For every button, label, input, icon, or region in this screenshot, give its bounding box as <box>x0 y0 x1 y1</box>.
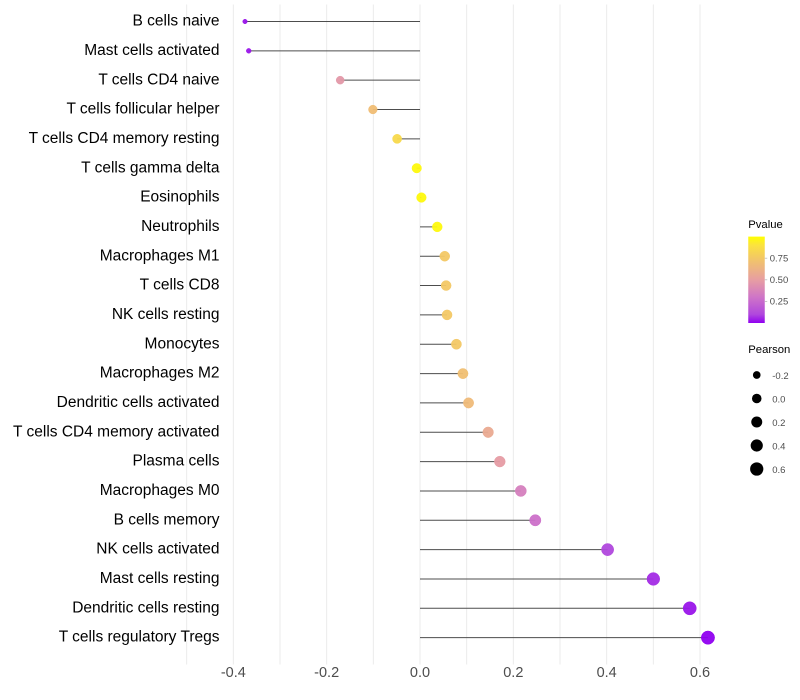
svg-text:T cells CD4 memory resting: T cells CD4 memory resting <box>29 130 220 147</box>
svg-text:0.2: 0.2 <box>772 418 785 429</box>
svg-text:0.4: 0.4 <box>772 442 785 453</box>
svg-text:Neutrophils: Neutrophils <box>141 218 220 235</box>
svg-text:B cells memory: B cells memory <box>114 511 220 528</box>
svg-text:0.6: 0.6 <box>690 665 710 681</box>
svg-text:Monocytes: Monocytes <box>145 335 220 352</box>
svg-text:Plasma cells: Plasma cells <box>133 453 220 470</box>
svg-text:NK cells activated: NK cells activated <box>96 541 219 558</box>
svg-text:Pvalue: Pvalue <box>748 219 783 231</box>
svg-text:0.25: 0.25 <box>770 297 789 308</box>
svg-text:-0.4: -0.4 <box>221 665 246 681</box>
svg-text:-0.2: -0.2 <box>772 371 788 382</box>
svg-text:Macrophages M1: Macrophages M1 <box>100 247 220 264</box>
svg-text:T cells follicular helper: T cells follicular helper <box>66 101 219 118</box>
svg-text:0.2: 0.2 <box>503 665 523 681</box>
svg-text:B cells naive: B cells naive <box>132 13 219 30</box>
svg-text:Pearson: Pearson <box>748 344 790 356</box>
svg-text:T cells CD4 naive: T cells CD4 naive <box>98 71 219 88</box>
svg-text:-0.2: -0.2 <box>314 665 339 681</box>
svg-text:T cells CD8: T cells CD8 <box>140 277 220 294</box>
svg-text:0.4: 0.4 <box>597 665 617 681</box>
svg-text:T cells CD4 memory activated: T cells CD4 memory activated <box>13 423 219 440</box>
svg-text:Dendritic cells resting: Dendritic cells resting <box>72 599 219 616</box>
svg-text:Macrophages M0: Macrophages M0 <box>100 482 220 499</box>
svg-text:Mast cells resting: Mast cells resting <box>100 570 220 587</box>
svg-text:0.75: 0.75 <box>770 254 789 265</box>
svg-text:Macrophages M2: Macrophages M2 <box>100 365 220 382</box>
svg-text:Dendritic cells activated: Dendritic cells activated <box>57 394 220 411</box>
svg-text:0.50: 0.50 <box>770 275 789 286</box>
svg-text:NK cells resting: NK cells resting <box>112 306 220 323</box>
svg-text:T cells regulatory Tregs: T cells regulatory Tregs <box>59 629 220 646</box>
svg-text:T cells gamma delta: T cells gamma delta <box>81 159 220 176</box>
svg-text:Mast cells activated: Mast cells activated <box>84 42 219 59</box>
svg-text:Eosinophils: Eosinophils <box>140 189 220 206</box>
svg-text:0.6: 0.6 <box>772 465 785 476</box>
svg-text:0.0: 0.0 <box>410 665 430 681</box>
svg-text:0.0: 0.0 <box>772 395 785 406</box>
